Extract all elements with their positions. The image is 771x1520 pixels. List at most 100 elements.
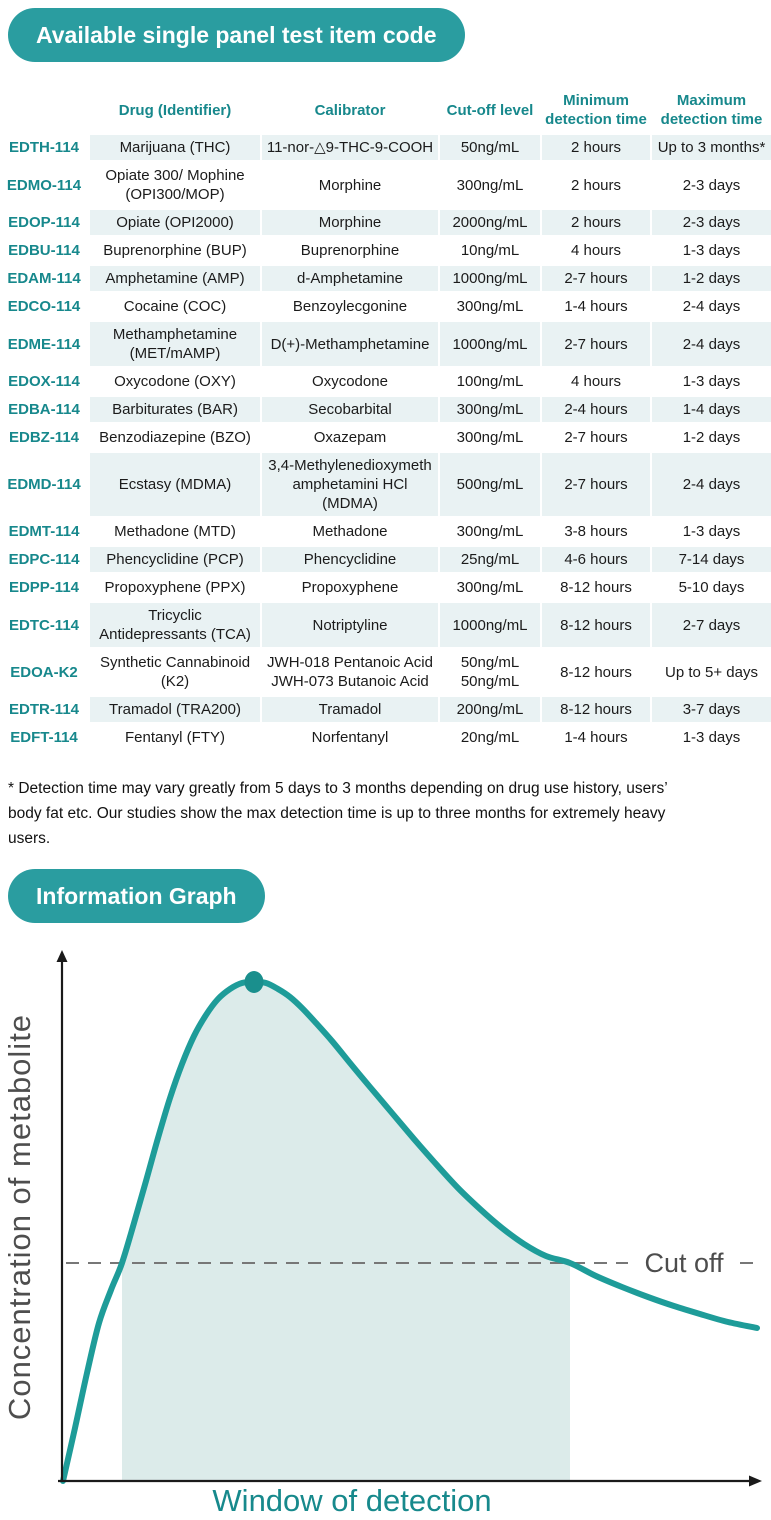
calibrator-cell: Tramadol (262, 697, 438, 722)
table-row: EDMO-114 Opiate 300/ Mophine (OPI300/MOP)… (0, 163, 771, 207)
drug-cell: Amphetamine (AMP) (90, 266, 260, 291)
drug-cell: Methamphetamine (MET/mAMP) (90, 322, 260, 366)
max-time-cell: 1-3 days (652, 238, 771, 263)
min-time-cell: 2-7 hours (542, 322, 650, 366)
calibrator-cell: Notriptyline (262, 603, 438, 647)
cutoff-cell: 25ng/mL (440, 547, 540, 572)
cutoff-cell: 100ng/mL (440, 369, 540, 394)
table-row: EDBZ-114 Benzodiazepine (BZO) Oxazepam 300n… (0, 425, 771, 450)
code-cell: EDBU-114 (8, 242, 80, 259)
calibrator-cell: 11-nor-△9-THC-9-COOH (262, 135, 438, 160)
code-cell: EDBA-114 (8, 401, 80, 418)
cutoff-cell: 2000ng/mL (440, 210, 540, 235)
calibrator-cell: Norfentanyl (262, 725, 438, 750)
col-header-calibrator: Calibrator (314, 101, 386, 119)
min-time-cell: 3-8 hours (542, 519, 650, 544)
drug-cell: Opiate (OPI2000) (90, 210, 260, 235)
cutoff-cell: 50ng/mL 50ng/mL (440, 650, 540, 694)
drug-cell: Barbiturates (BAR) (90, 397, 260, 422)
drug-cell: Phencyclidine (PCP) (90, 547, 260, 572)
max-time-cell: 1-2 days (652, 266, 771, 291)
code-cell: EDTR-114 (8, 701, 80, 718)
cutoff-cell: 300ng/mL (440, 425, 540, 450)
min-time-cell: 8-12 hours (542, 603, 650, 647)
table-row: EDMT-114 Methadone (MTD) Methadone 300ng/mL… (0, 519, 771, 544)
code-cell: EDMO-114 (6, 176, 82, 194)
drug-cell: Ecstasy (MDMA) (90, 453, 260, 516)
drug-cell: Fentanyl (FTY) (90, 725, 260, 750)
cutoff-cell: 1000ng/mL (440, 322, 540, 366)
table-row: EDFT-114 Fentanyl (FTY) Norfentanyl 20ng/mL… (0, 725, 771, 750)
detection-window-shade (122, 981, 570, 1481)
code-cell: EDOP-114 (8, 214, 80, 231)
calibrator-cell: JWH-018 Pentanoic Acid JWH-073 Butanoic … (262, 650, 438, 694)
calibrator-cell: Oxycodone (262, 369, 438, 394)
cutoff-cell: 300ng/mL (440, 397, 540, 422)
cutoff-cell: 1000ng/mL (440, 603, 540, 647)
min-time-cell: 4-6 hours (542, 547, 650, 572)
graph-title: Information Graph (8, 869, 265, 923)
x-axis-label: Window of detection (212, 1483, 491, 1518)
min-time-cell: 2-7 hours (542, 425, 650, 450)
y-axis-arrow-icon (56, 950, 68, 962)
drug-cell: Cocaine (COC) (90, 294, 260, 319)
max-time-cell: 7-14 days (652, 547, 771, 572)
min-time-cell: 8-12 hours (542, 575, 650, 600)
code-cell: EDTH-114 (8, 139, 80, 156)
max-time-cell: 1-3 days (652, 519, 771, 544)
drug-cell: Oxycodone (OXY) (90, 369, 260, 394)
table-row: EDMD-114 Ecstasy (MDMA) 3,4-Methylenedioxy… (0, 453, 771, 516)
min-time-cell: 2 hours (542, 135, 650, 160)
cutoff-cell: 10ng/mL (440, 238, 540, 263)
col-header-cutoff: Cut-off level (446, 101, 534, 119)
min-time-cell: 1-4 hours (542, 725, 650, 750)
table-title-banner: Available single panel test item code (8, 8, 771, 62)
table-row: EDCO-114 Cocaine (COC) Benzoylecgonine 300n… (0, 294, 771, 319)
code-cell: EDPC-114 (8, 551, 80, 568)
code-cell: EDFT-114 (10, 729, 78, 746)
code-cell: EDCO-114 (7, 298, 81, 315)
calibrator-cell: 3,4-Methylenedioxymeth amphetamini HCl (… (262, 453, 438, 516)
test-item-table: Drug (Identifier) Calibrator Cut-off lev… (0, 88, 771, 750)
table-row: EDTH-114 Marijuana (THC) 11-nor-△9-THC-9-C… (0, 135, 771, 160)
cutoff-cell: 300ng/mL (440, 575, 540, 600)
drug-cell: Propoxyphene (PPX) (90, 575, 260, 600)
max-time-cell: 5-10 days (652, 575, 771, 600)
cutoff-cell: 50ng/mL (440, 135, 540, 160)
graph-title-banner: Information Graph (8, 869, 771, 923)
cutoff-cell: 300ng/mL (440, 163, 540, 207)
min-time-cell: 8-12 hours (542, 697, 650, 722)
cutoff-cell: 300ng/mL (440, 519, 540, 544)
detection-time-footnote: * Detection time may vary greatly from 5… (8, 780, 668, 847)
cutoff-cell: 300ng/mL (440, 294, 540, 319)
drug-cell: Methadone (MTD) (90, 519, 260, 544)
table-row: EDTR-114 Tramadol (TRA200) Tramadol 200ng/m… (0, 697, 771, 722)
calibrator-cell: D(+)-Methamphetamine (262, 322, 438, 366)
code-cell: EDOX-114 (8, 373, 80, 390)
cutoff-cell: 200ng/mL (440, 697, 540, 722)
max-time-cell: Up to 3 months* (652, 135, 771, 160)
drug-cell: Benzodiazepine (BZO) (90, 425, 260, 450)
table-row: EDPP-114 Propoxyphene (PPX) Propoxyphene 30… (0, 575, 771, 600)
drug-cell: Marijuana (THC) (90, 135, 260, 160)
col-header-drug: Drug (Identifier) (118, 101, 232, 119)
table-row: EDOX-114 Oxycodone (OXY) Oxycodone 100ng/mL… (0, 369, 771, 394)
table-row: EDAM-114 Amphetamine (AMP) d-Amphetamine 10… (0, 266, 771, 291)
col-header-code (0, 88, 88, 132)
calibrator-cell: Propoxyphene (262, 575, 438, 600)
table-row: EDTC-114 Tricyclic Antidepressants (TCA) N… (0, 603, 771, 647)
min-time-cell: 4 hours (542, 238, 650, 263)
calibrator-cell: Oxazepam (262, 425, 438, 450)
drug-cell: Opiate 300/ Mophine (OPI300/MOP) (90, 163, 260, 207)
max-time-cell: 2-3 days (652, 163, 771, 207)
cutoff-cell: 20ng/mL (440, 725, 540, 750)
table-header-row: Drug (Identifier) Calibrator Cut-off lev… (0, 88, 771, 132)
code-cell: EDME-114 (7, 335, 81, 353)
information-graph: Cut off Concentration of metabolite Wind… (2, 950, 762, 1518)
drug-cell: Tricyclic Antidepressants (TCA) (90, 603, 260, 647)
code-cell: EDMD-114 (7, 476, 81, 493)
col-header-max-detection: Maximum detection time (660, 92, 763, 128)
cutoff-label: Cut off (644, 1248, 724, 1278)
drug-cell: Tramadol (TRA200) (90, 697, 260, 722)
min-time-cell: 2 hours (542, 163, 650, 207)
